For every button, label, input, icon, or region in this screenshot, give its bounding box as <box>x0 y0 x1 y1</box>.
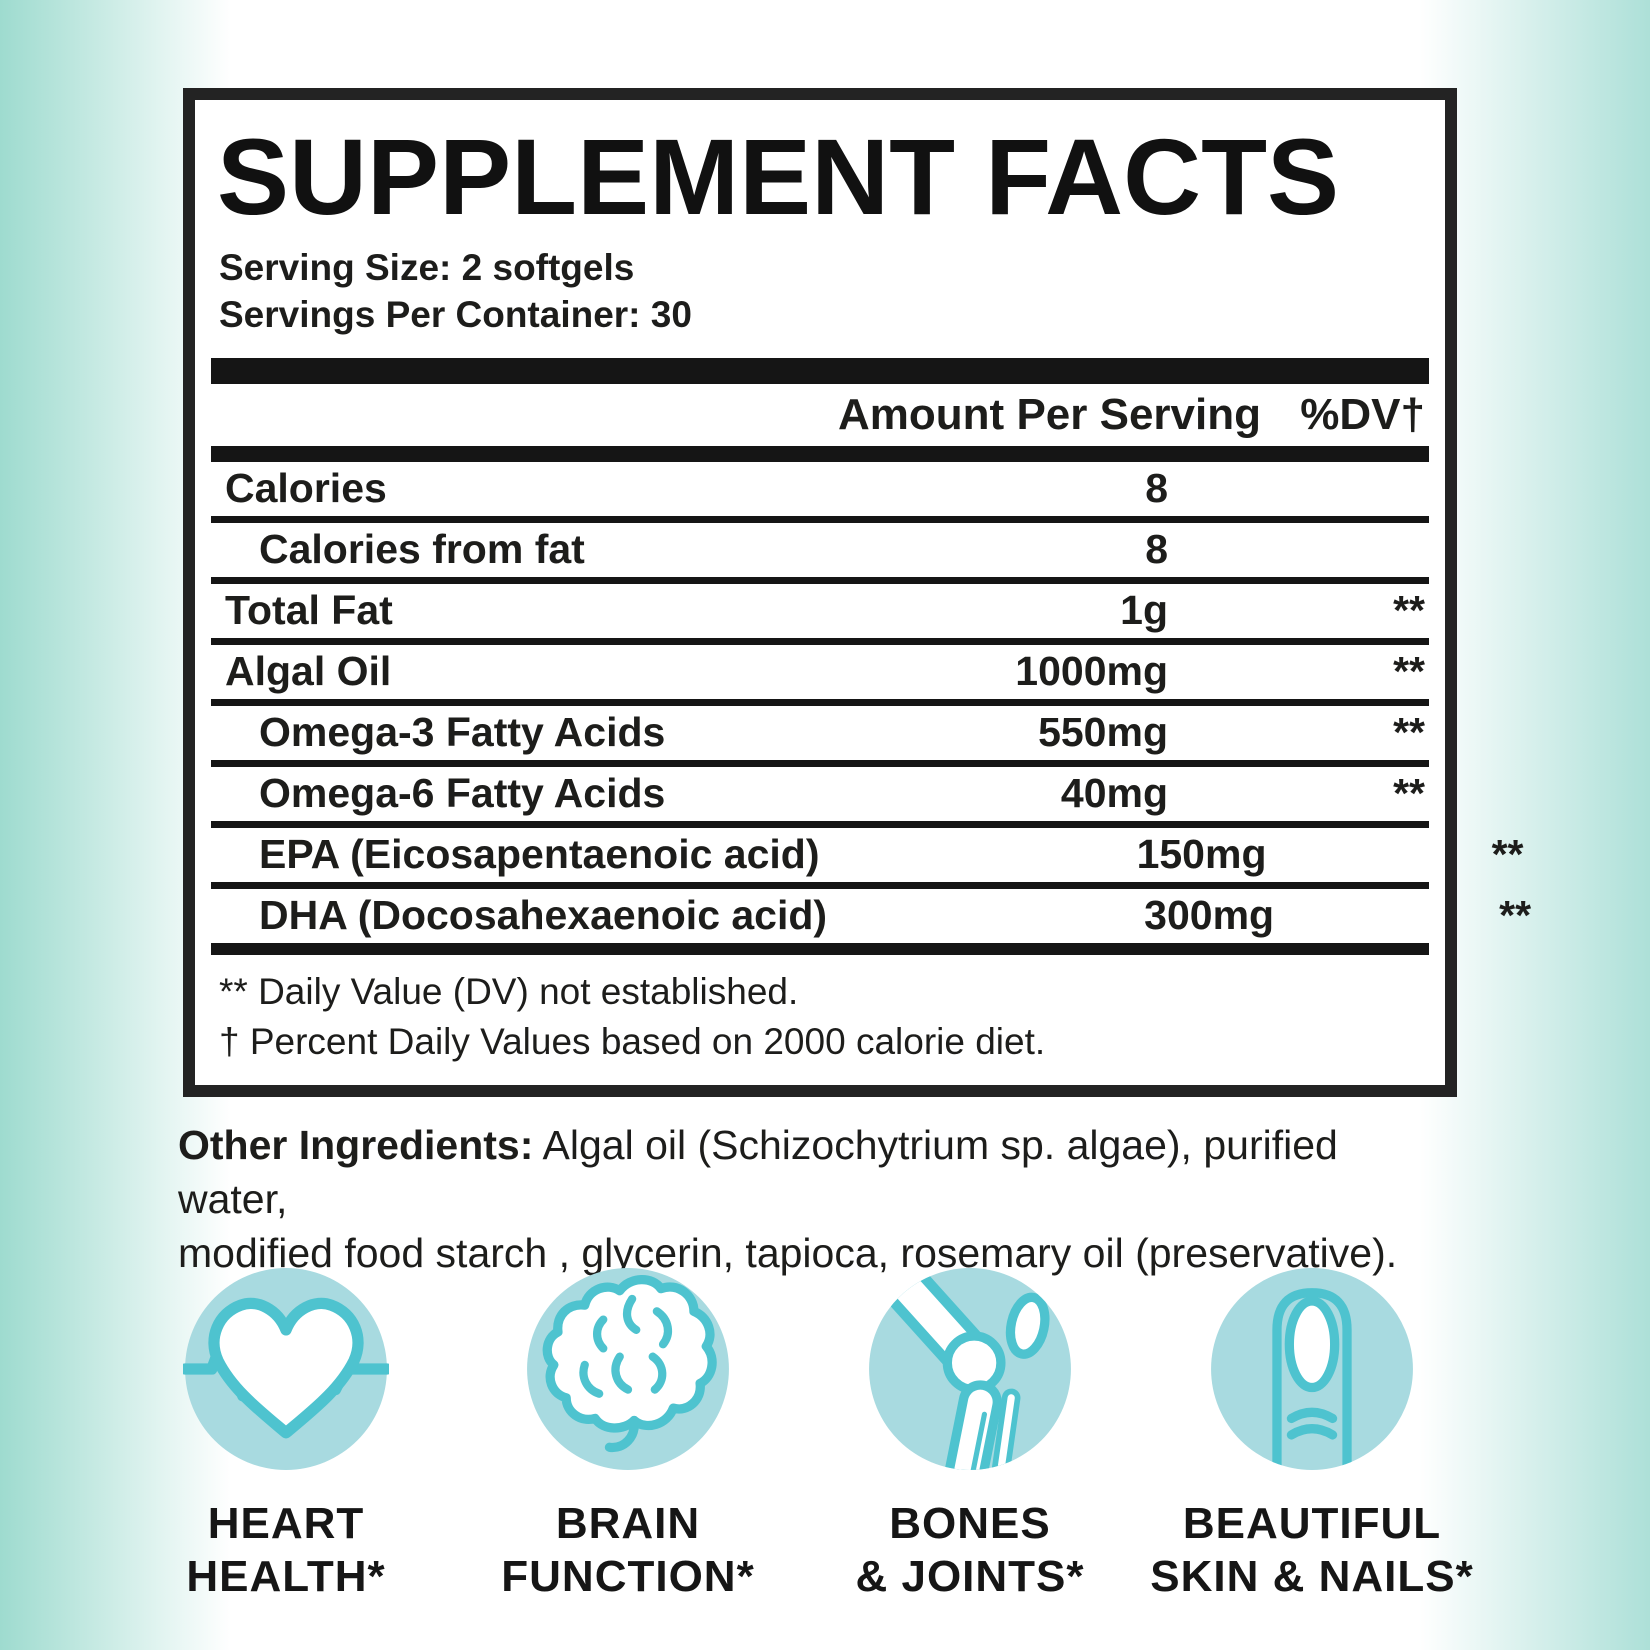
benefit-label-line2: HEALTH* <box>186 1551 386 1601</box>
footnote-percent: † Percent Daily Values based on 2000 cal… <box>219 1020 1046 1062</box>
row-divider <box>211 515 1429 523</box>
benefit-label-line1: BONES <box>889 1499 1051 1548</box>
benefit-bones-joints: BONES & JOINTS* <box>804 1266 1136 1604</box>
nutrient-amount: 8 <box>1145 465 1168 512</box>
row-divider <box>211 820 1429 828</box>
table-row-calories: Calories 8 <box>209 462 1431 516</box>
benefit-label: BEAUTIFUL SKIN & NAILS* <box>1150 1498 1473 1604</box>
serving-size: Serving Size: 2 softgels <box>219 247 635 289</box>
table-row-epa: EPA (Eicosapentaenoic acid) 150mg ** <box>209 828 1524 882</box>
nutrient-name: Calories from fat <box>259 526 585 573</box>
table-row-omega6: Omega-6 Fatty Acids 40mg ** <box>209 767 1431 821</box>
benefit-heart-health: HEART HEALTH* <box>120 1266 452 1604</box>
footnote-divider <box>211 942 1429 955</box>
amount-column-header: Amount Per Serving <box>838 389 1261 439</box>
benefit-label: BRAIN FUNCTION* <box>501 1498 754 1604</box>
benefit-label: BONES & JOINTS* <box>855 1498 1084 1604</box>
heart-ekg-icon <box>179 1266 393 1472</box>
thick-divider <box>211 357 1429 384</box>
nutrient-dv: ** <box>1491 831 1524 878</box>
nutrient-dv: ** <box>1393 770 1425 817</box>
benefit-label-line1: HEART <box>207 1499 365 1548</box>
nutrient-name: EPA (Eicosapentaenoic acid) <box>259 831 820 878</box>
benefit-label-line2: FUNCTION* <box>501 1551 755 1601</box>
footnote-dv: ** Daily Value (DV) not established. <box>219 970 799 1012</box>
benefit-skin-nails: BEAUTIFUL SKIN & NAILS* <box>1146 1266 1478 1604</box>
header-divider <box>211 445 1429 462</box>
dv-column-header: %DV† <box>1300 389 1425 439</box>
row-divider <box>211 698 1429 706</box>
nutrient-name: Total Fat <box>225 587 393 634</box>
supplement-facts-panel: SUPPLEMENT FACTS Serving Size: 2 softgel… <box>183 88 1531 1097</box>
table-row-algal-oil: Algal Oil 1000mg ** <box>209 645 1431 699</box>
benefit-label: HEART HEALTH* <box>186 1498 385 1604</box>
nutrient-dv: ** <box>1499 892 1532 939</box>
table-row-omega3: Omega-3 Fatty Acids 550mg ** <box>209 706 1431 760</box>
nutrient-dv: ** <box>1393 648 1425 695</box>
nutrient-amount: 40mg <box>1060 770 1168 817</box>
benefit-label-line1: BRAIN <box>555 1499 701 1548</box>
nutrient-amount: 1g <box>1120 587 1168 634</box>
benefit-label-line1: BEAUTIFUL <box>1182 1499 1442 1548</box>
fingernail-icon <box>1209 1266 1415 1472</box>
table-row-total-fat: Total Fat 1g ** <box>209 584 1431 638</box>
brain-icon <box>525 1266 731 1472</box>
row-divider <box>211 637 1429 645</box>
row-divider <box>211 759 1429 767</box>
other-ingredients: Other Ingredients: Algal oil (Schizochyt… <box>178 1118 1456 1280</box>
nutrient-name: Calories <box>225 465 387 512</box>
other-ingredients-line1: Algal oil (Schizochytrium sp. algae), pu… <box>178 1122 1338 1223</box>
benefit-brain-function: BRAIN FUNCTION* <box>462 1266 794 1604</box>
other-ingredients-label: Other Ingredients: <box>178 1122 534 1168</box>
servings-per-container: Servings Per Container: 30 <box>219 293 692 335</box>
nutrient-amount: 1000mg <box>1015 648 1168 695</box>
benefits-row: HEART HEALTH* BRAIN <box>0 1266 1624 1604</box>
knee-joint-icon <box>867 1266 1073 1472</box>
nutrient-dv: ** <box>1393 587 1425 634</box>
table-header-row: Amount Per Serving %DV† <box>209 384 1431 446</box>
nutrient-name: DHA (Docosahexaenoic acid) <box>259 892 828 939</box>
row-divider <box>211 881 1429 889</box>
nutrient-name: Omega-3 Fatty Acids <box>259 709 666 756</box>
table-row-calories-from-fat: Calories from fat 8 <box>209 523 1431 577</box>
row-divider <box>211 576 1429 584</box>
serving-info: Serving Size: 2 softgels Servings Per Co… <box>219 245 1431 338</box>
nutrient-name: Omega-6 Fatty Acids <box>259 770 666 817</box>
nutrient-amount: 8 <box>1145 526 1168 573</box>
other-ingredients-line2: modified food starch , glycerin, tapioca… <box>178 1230 1398 1277</box>
nutrient-name: Algal Oil <box>225 648 392 695</box>
benefit-label-line2: & JOINTS* <box>855 1551 1085 1601</box>
nutrient-amount: 150mg <box>1136 831 1267 878</box>
nutrient-dv: ** <box>1393 709 1425 756</box>
nutrient-amount: 550mg <box>1038 709 1168 756</box>
panel-title: SUPPLEMENT FACTS <box>217 116 1340 237</box>
table-row-dha: DHA (Docosahexaenoic acid) 300mg ** <box>209 889 1531 943</box>
benefit-label-line2: SKIN & NAILS* <box>1150 1551 1474 1601</box>
footnotes: ** Daily Value (DV) not established. † P… <box>219 967 1431 1067</box>
nutrient-amount: 300mg <box>1144 892 1275 939</box>
